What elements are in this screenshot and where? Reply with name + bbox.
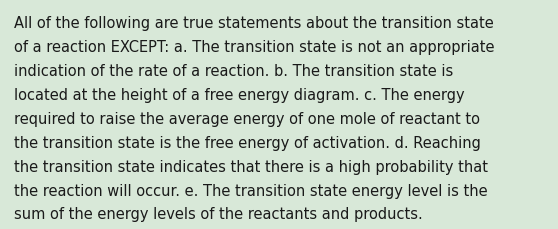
Text: located at the height of a free energy diagram. c. The energy: located at the height of a free energy d… <box>14 87 465 102</box>
Text: All of the following are true statements about the transition state: All of the following are true statements… <box>14 16 494 31</box>
Text: indication of the rate of a reaction. b. The transition state is: indication of the rate of a reaction. b.… <box>14 64 453 79</box>
Text: the reaction will occur. e. The transition state energy level is the: the reaction will occur. e. The transiti… <box>14 183 488 198</box>
Text: of a reaction EXCEPT: a. The transition state is not an appropriate: of a reaction EXCEPT: a. The transition … <box>14 40 494 55</box>
Text: sum of the energy levels of the reactants and products.: sum of the energy levels of the reactant… <box>14 207 423 221</box>
Text: the transition state is the free energy of activation. d. Reaching: the transition state is the free energy … <box>14 135 481 150</box>
Text: the transition state indicates that there is a high probability that: the transition state indicates that ther… <box>14 159 488 174</box>
Text: required to raise the average energy of one mole of reactant to: required to raise the average energy of … <box>14 111 480 126</box>
